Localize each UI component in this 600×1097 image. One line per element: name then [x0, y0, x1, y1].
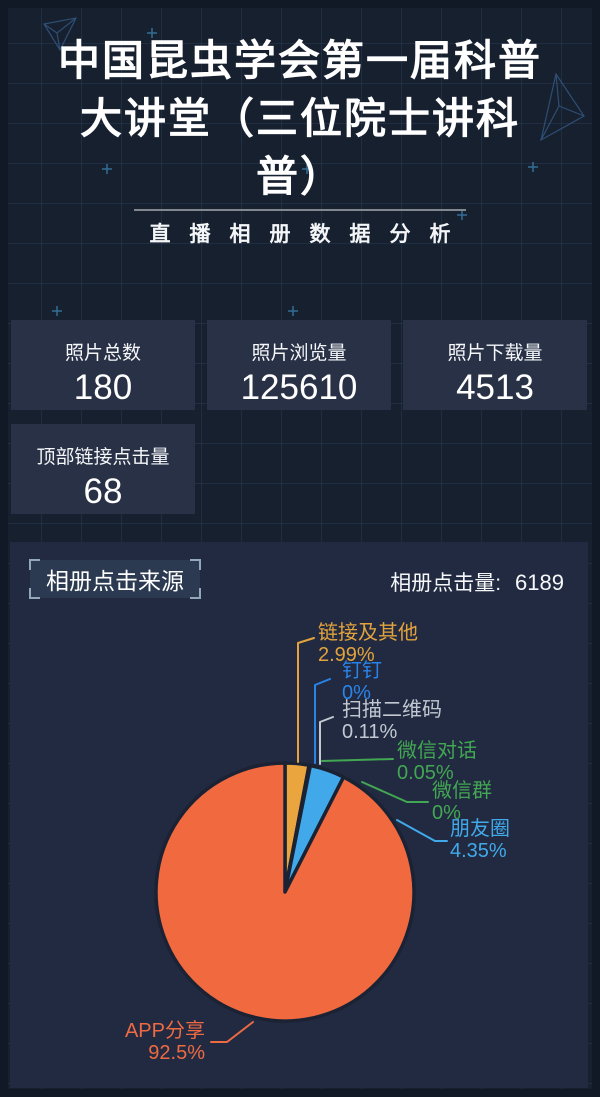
corner-bracket-icon — [29, 588, 40, 599]
pie-label-pct: 0.05% — [397, 762, 454, 784]
subtitle: 直播相册数据分析 — [149, 223, 470, 246]
chart-title-badge: 相册点击来源 — [29, 559, 201, 599]
stat-label: 照片浏览量 — [251, 343, 347, 364]
pie-label-pct: 0% — [432, 802, 461, 824]
stat-card-photo-views: 照片浏览量 125610 — [207, 320, 391, 410]
stat-card-top-link-clicks: 顶部链接点击量 68 — [11, 424, 195, 514]
pie-slice-6 — [154, 761, 416, 1023]
pie-label-name: 朋友圈 — [450, 818, 510, 840]
stat-label: 顶部链接点击量 — [36, 447, 170, 468]
pie-label-link-other: 链接及其他 2.99% — [318, 623, 418, 665]
pie-chart — [154, 637, 448, 1043]
pie-leader-lines — [210, 637, 448, 1043]
title-line-3: 普） — [255, 153, 344, 200]
pie-label-pct: 4.35% — [450, 840, 507, 862]
stat-label: 照片总数 — [64, 343, 141, 364]
total-value: 6189 — [515, 570, 564, 595]
stat-value: 180 — [73, 368, 133, 407]
page-title: 中国昆虫学会第一届科普 大讲堂（三位院士讲科 普） — [0, 32, 600, 206]
pie-label-pct: 0% — [342, 682, 371, 704]
corner-bracket-icon — [29, 559, 40, 570]
pie-label-wechat-group: 微信群 0% — [432, 781, 492, 823]
stat-label: 照片下载量 — [447, 343, 543, 364]
pie-label-moments: 朋友圈 4.35% — [450, 819, 510, 861]
corner-bracket-icon — [190, 588, 201, 599]
leader-line — [361, 781, 429, 803]
leader-line — [297, 637, 315, 763]
pie-label-name: 微信对话 — [397, 740, 477, 762]
leader-line — [396, 819, 448, 842]
stat-value: 125610 — [240, 368, 358, 407]
pie-label-wechat-chat: 微信对话 0.05% — [397, 741, 477, 783]
stat-card-total-photos: 照片总数 180 — [11, 320, 195, 410]
album-clicks-total: 相册点击量: 6189 — [390, 567, 564, 597]
chart-title: 相册点击来源 — [46, 568, 184, 594]
pie-label-pct: 2.99% — [318, 644, 375, 666]
title-line-2: 大讲堂（三位院士讲科 — [79, 95, 520, 142]
pie-label-app-share: APP分享 92.5% — [125, 1021, 205, 1063]
pie-label-name: 链接及其他 — [318, 622, 418, 644]
pie-label-dingtalk: 钉钉 0% — [342, 661, 382, 703]
pie-label-pct: 0.11% — [342, 721, 398, 743]
pie-label-pct: 92.5% — [148, 1042, 205, 1064]
total-label: 相册点击量: — [390, 572, 502, 595]
pie-label-name: APP分享 — [124, 1020, 205, 1042]
pie-slices — [154, 761, 416, 1023]
title-divider — [134, 209, 466, 211]
pie-label-name: 扫描二维码 — [342, 699, 442, 721]
chart-panel: 相册点击来源 相册点击量: 6189 链接及其他 2.99% 钉钉 0% — [10, 542, 588, 1088]
stat-value: 4513 — [456, 368, 534, 407]
pie-label-name: 微信群 — [432, 780, 492, 802]
corner-bracket-icon — [190, 559, 201, 570]
pie-label-qrcode-scan: 扫描二维码 0.11% — [342, 700, 442, 742]
stat-value: 68 — [83, 472, 123, 511]
header: 中国昆虫学会第一届科普 大讲堂（三位院士讲科 普） 直播相册数据分析 — [0, 32, 600, 248]
pie-label-name: 钉钉 — [342, 660, 382, 682]
leader-line — [210, 1021, 254, 1043]
title-line-1: 中国昆虫学会第一届科普 — [57, 37, 542, 84]
stat-card-photo-downloads: 照片下载量 4513 — [403, 320, 587, 410]
leader-line — [321, 758, 394, 762]
stats-grid: 照片总数 180 照片浏览量 125610 照片下载量 4513 顶部链接点击量… — [11, 320, 589, 514]
leader-line — [319, 716, 334, 765]
leader-line — [314, 678, 331, 764]
